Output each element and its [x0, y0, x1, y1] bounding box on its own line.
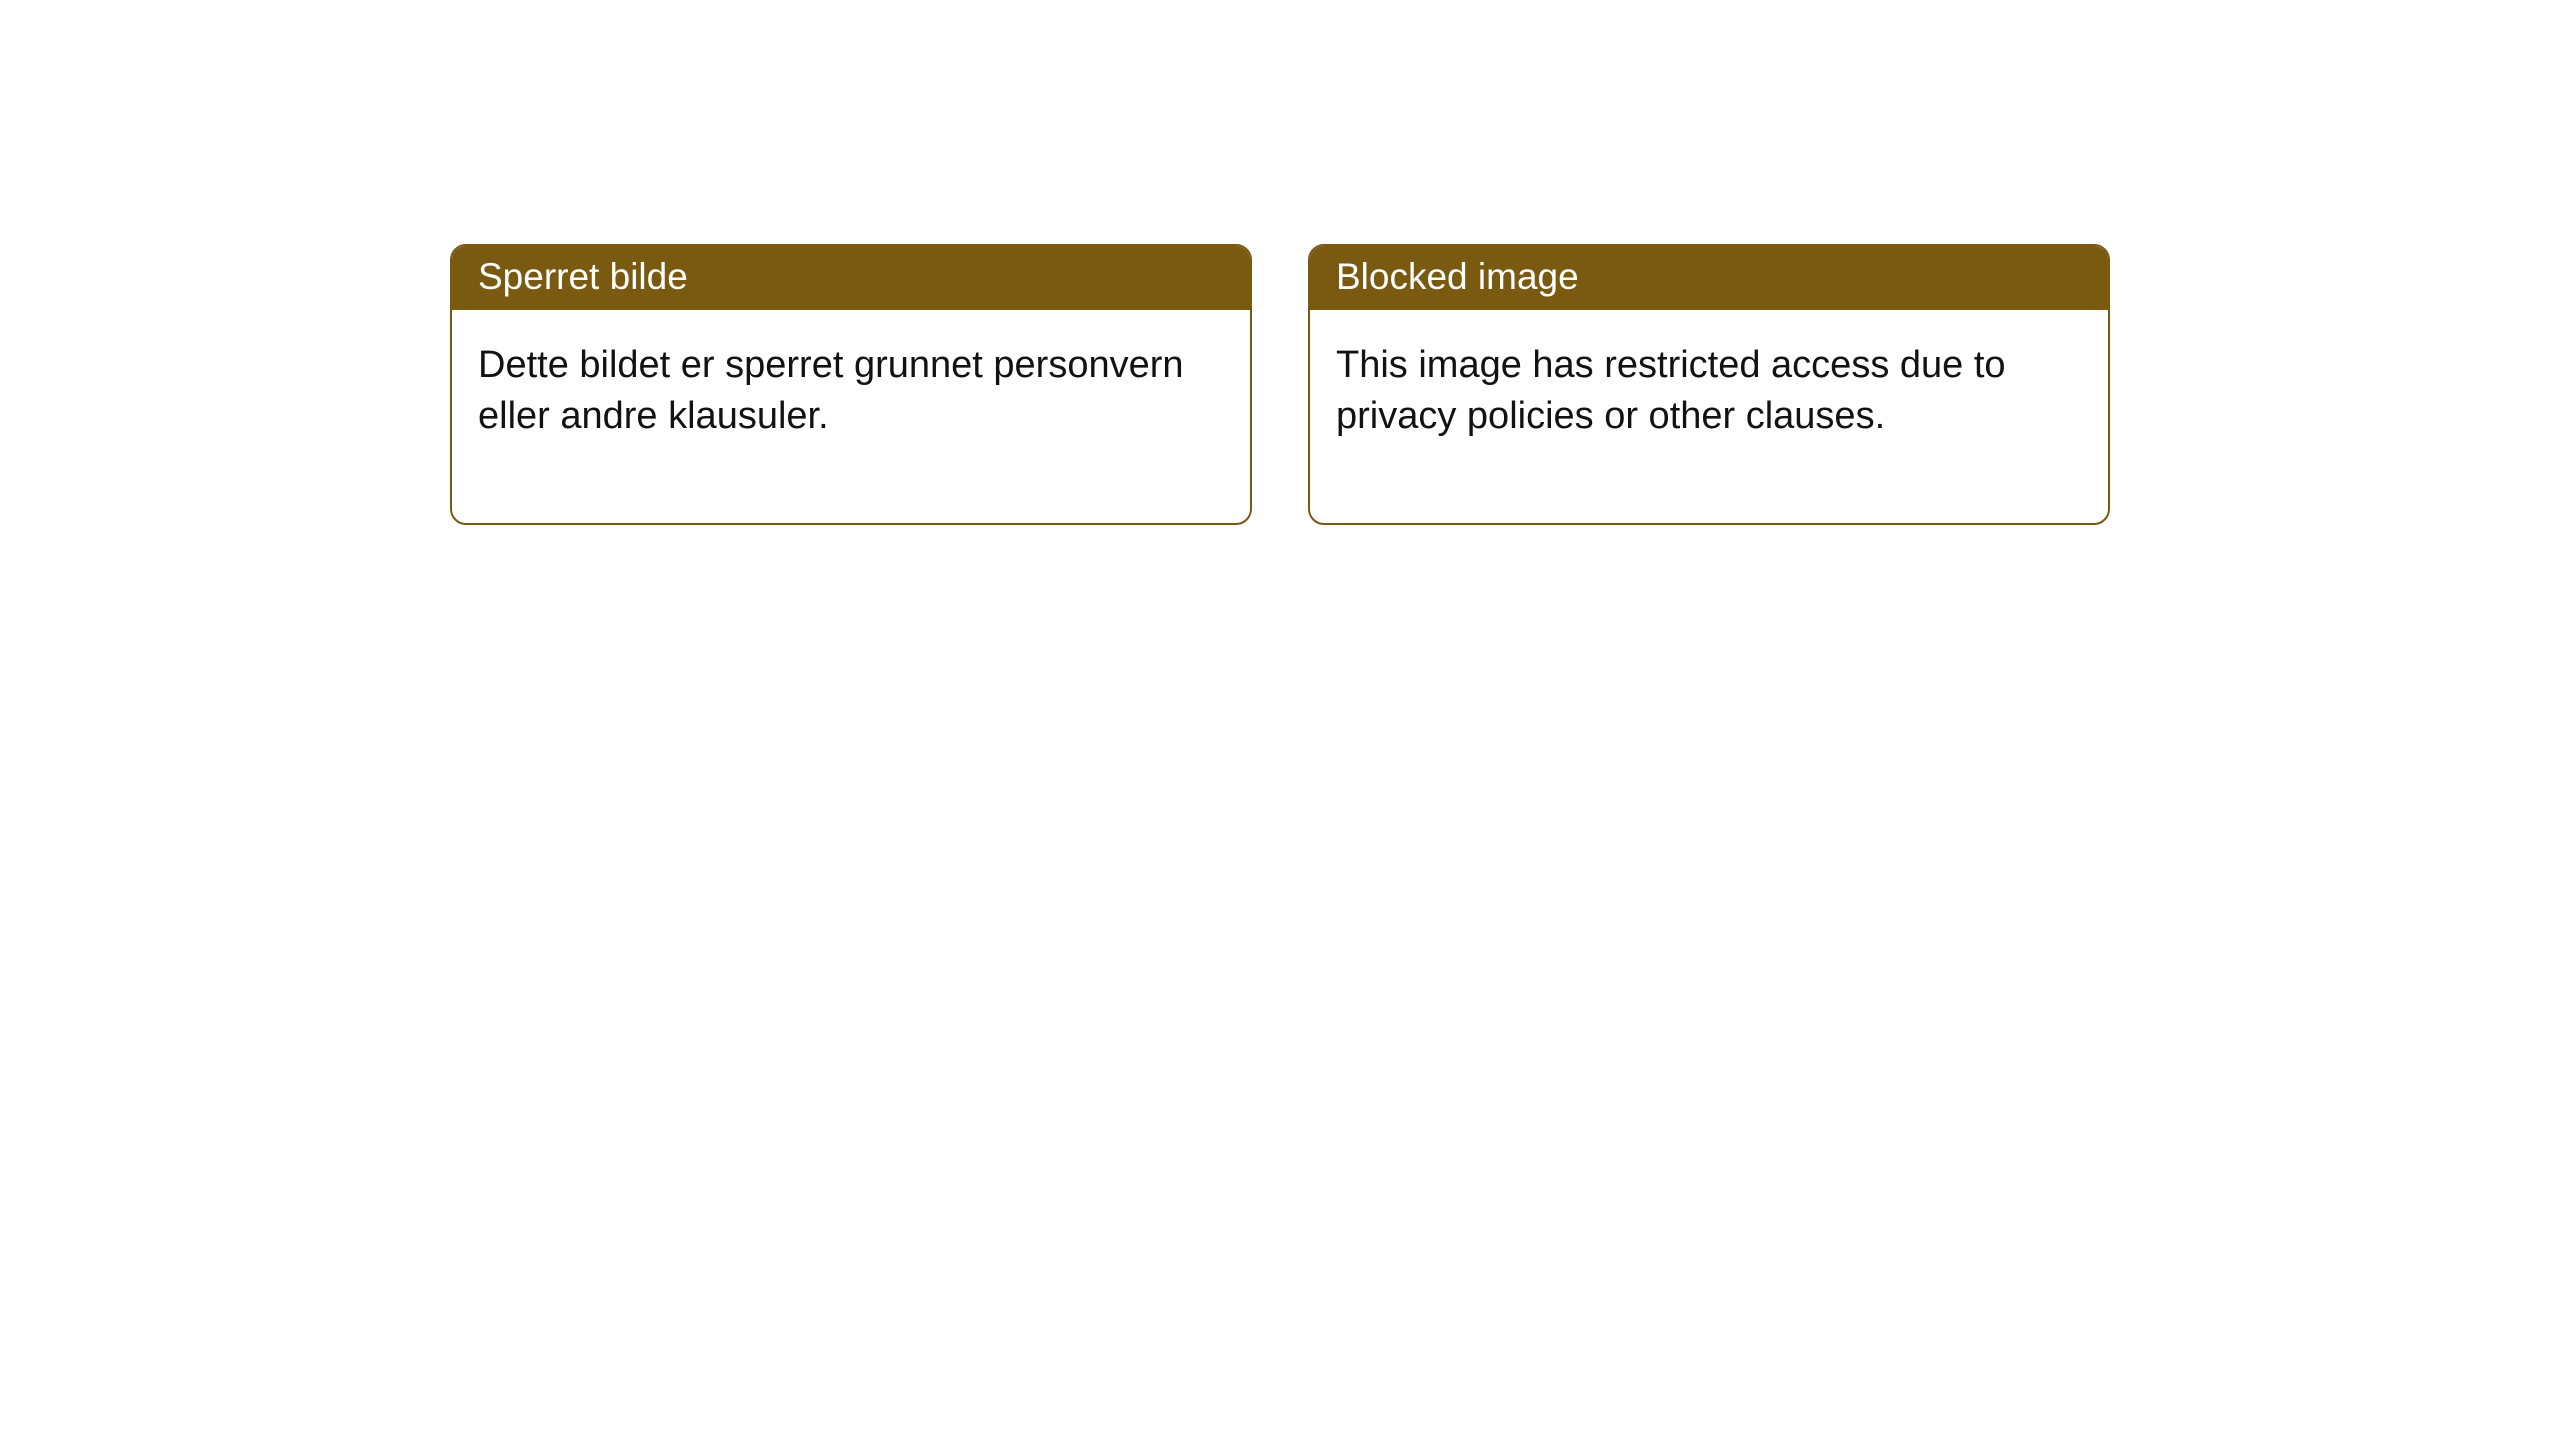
notice-body: Dette bildet er sperret grunnet personve… [452, 310, 1250, 523]
notice-body: This image has restricted access due to … [1310, 310, 2108, 523]
notice-card-norwegian: Sperret bilde Dette bildet er sperret gr… [450, 244, 1252, 525]
notice-header: Blocked image [1310, 246, 2108, 310]
notice-container: Sperret bilde Dette bildet er sperret gr… [0, 0, 2560, 525]
notice-card-english: Blocked image This image has restricted … [1308, 244, 2110, 525]
notice-header: Sperret bilde [452, 246, 1250, 310]
